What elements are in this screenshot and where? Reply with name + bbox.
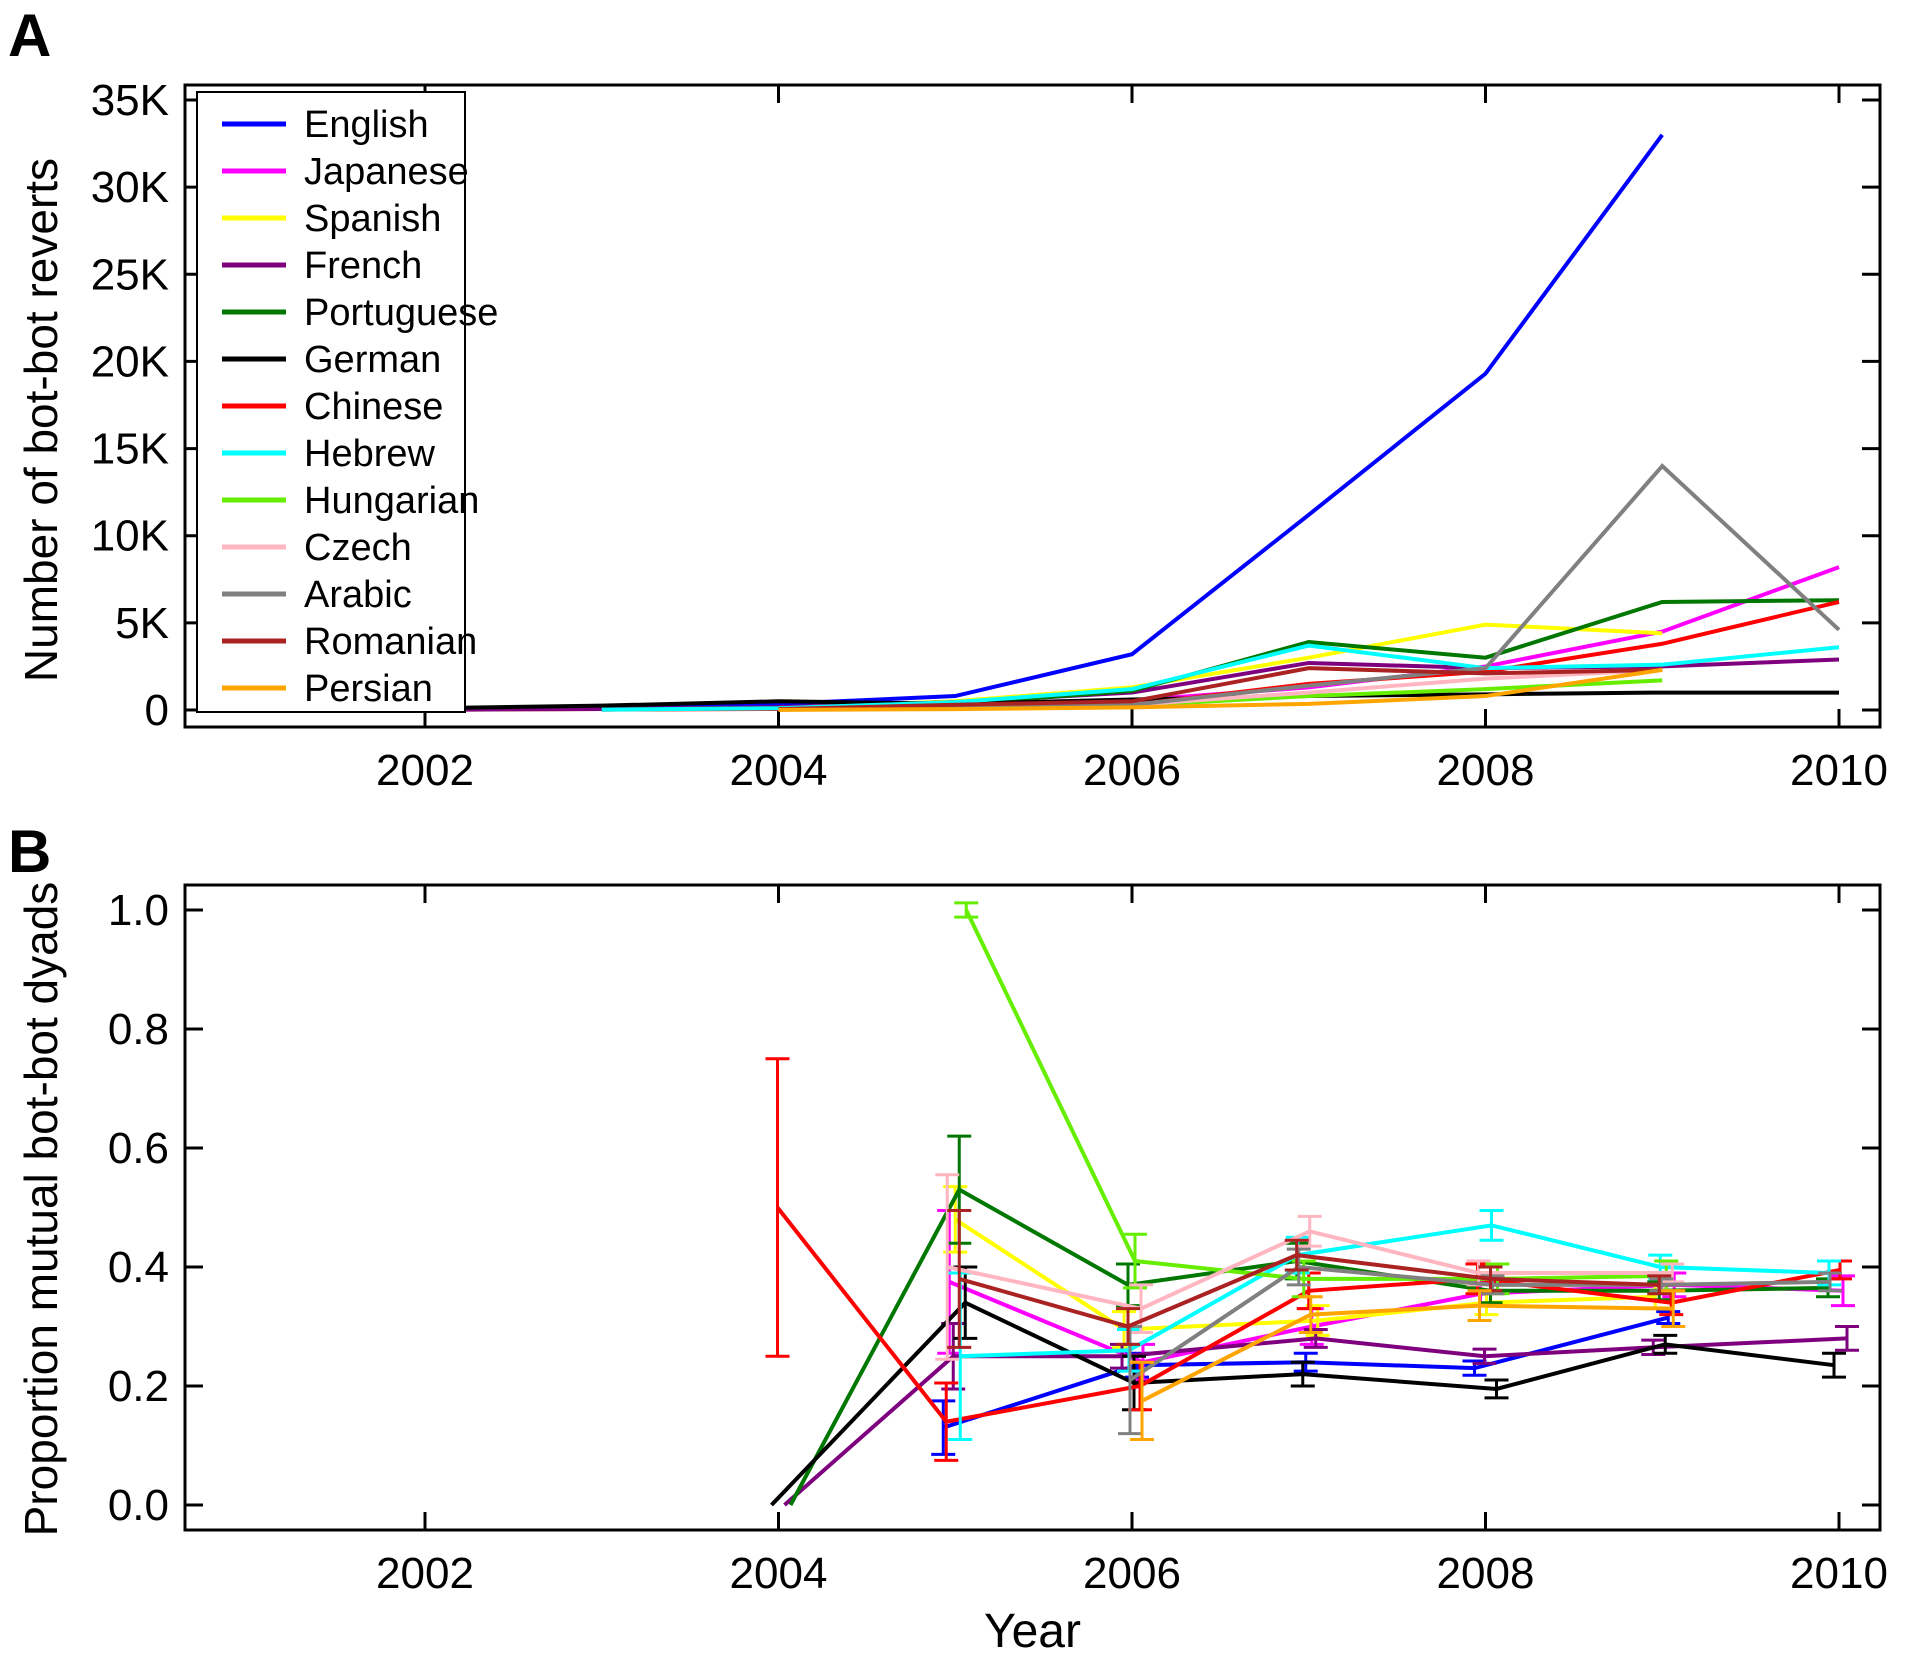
legend-label: Persian: [304, 668, 433, 710]
y-tick-label: 10K: [91, 512, 169, 561]
legend-item-hebrew: Hebrew: [222, 433, 435, 475]
y-tick-label: 0.2: [108, 1362, 169, 1411]
series-line: [1141, 1303, 1674, 1403]
legend-label: Romanian: [304, 621, 477, 663]
panel-b-y-axis: 0.0 0.2 0.4 0.6 0.8 1.0: [108, 886, 1880, 1530]
legend-item-spanish: Spanish: [222, 198, 441, 240]
x-tick-label: 2008: [1437, 1549, 1535, 1598]
legend-label: Hungarian: [304, 480, 479, 522]
x-tick-label: 2008: [1437, 746, 1535, 795]
panel-a-x-axis: 2002 2004 2006 2008 2010: [376, 85, 1888, 795]
panel-b-series-persian: [1130, 1289, 1686, 1442]
x-tick-label: 2004: [730, 1549, 828, 1598]
y-tick-label: 5K: [115, 599, 169, 648]
legend-label: French: [304, 245, 422, 287]
y-tick-label: 1.0: [108, 886, 169, 935]
y-tick-label: 0.8: [108, 1005, 169, 1054]
panel-b: 2002 2004 2006 2008 2010 0.0 0.2 0.4 0.6 0.8 1.0: [108, 883, 1888, 1598]
panel-a-series-arabic: [778, 463, 1841, 712]
legend: English Japanese Spanish French Portuguese Ge…: [196, 91, 498, 713]
legend-item-german: German: [222, 339, 441, 381]
panel-b-series-german: [770, 1265, 1846, 1507]
panel-b-series-hungarian: [954, 901, 1679, 1299]
x-tick-label: 2004: [730, 746, 828, 795]
legend-item-japanese: Japanese: [222, 151, 469, 193]
panel-a-label: A: [8, 2, 52, 69]
legend-label: Portuguese: [304, 292, 498, 334]
series-line: [778, 667, 1663, 712]
legend-label: German: [304, 339, 441, 381]
x-tick-label: 2002: [376, 1549, 474, 1598]
panel-b-label: B: [8, 818, 52, 885]
legend-item-portuguese: Portuguese: [222, 292, 498, 334]
legend-box: [196, 91, 466, 713]
legend-item-hungarian: Hungarian: [222, 480, 479, 522]
legend-label: English: [304, 104, 429, 146]
panel-a: 2002 2004 2006 2008 2010 0 5K 10K 15K 20K 25K 30K 35…: [91, 76, 1888, 795]
panel-a-y-axis: 0 5K 10K 15K 20K 25K 30K 35K: [91, 76, 1880, 735]
legend-label: Spanish: [304, 198, 441, 240]
panel-b-series: [765, 901, 1859, 1507]
y-tick-label: 0.0: [108, 1481, 169, 1530]
x-tick-label: 2006: [1083, 1549, 1181, 1598]
error-bar: [1647, 1274, 1672, 1296]
y-tick-label: 0: [145, 686, 169, 735]
legend-label: Arabic: [304, 574, 412, 616]
series-line: [960, 1223, 1830, 1359]
y-tick-label: 30K: [91, 163, 169, 212]
panel-a-series-romanian: [778, 666, 1663, 712]
y-tick-label: 0.4: [108, 1243, 169, 1292]
series-line: [1128, 1264, 1831, 1382]
legend-item-arabic: Arabic: [222, 574, 412, 616]
series-line: [778, 666, 1663, 712]
legend-label: Chinese: [304, 386, 443, 428]
panel-b-y-axis-title: Proportion mutual bot-bot dyads: [15, 881, 67, 1537]
legend-label: Czech: [304, 527, 412, 569]
y-tick-label: 20K: [91, 337, 169, 386]
error-bar: [947, 1208, 972, 1349]
x-axis-title: Year: [984, 1605, 1081, 1658]
panel-b-series-hebrew: [948, 1208, 1841, 1442]
panel-b-x-axis: 2002 2004 2006 2008 2010: [376, 885, 1888, 1598]
legend-item-persian: Persian: [222, 668, 433, 710]
panel-a-series-japanese: [248, 565, 1840, 712]
series-line: [946, 1229, 1673, 1311]
series-line: [770, 1300, 1835, 1507]
x-tick-label: 2010: [1790, 746, 1888, 795]
series-line: [958, 1253, 1660, 1329]
series-line: [775, 1206, 1841, 1424]
x-tick-label: 2006: [1083, 746, 1181, 795]
legend-item-czech: Czech: [222, 527, 412, 569]
legend-label: Hebrew: [304, 433, 435, 475]
legend-item-french: French: [222, 245, 422, 287]
legend-item-english: English: [222, 104, 429, 146]
panel-a-y-axis-title: Number of bot-bot reverts: [15, 157, 67, 683]
panel-a-frame: [183, 83, 1882, 729]
y-tick-label: 15K: [91, 425, 169, 474]
panel-a-series: [248, 133, 1841, 712]
y-tick-label: 35K: [91, 76, 169, 125]
x-tick-label: 2002: [376, 746, 474, 795]
series-line: [778, 463, 1841, 712]
panel-b-frame: [183, 883, 1882, 1532]
legend-item-romanian: Romanian: [222, 621, 477, 663]
y-tick-label: 25K: [91, 250, 169, 299]
y-tick-label: 0.6: [108, 1124, 169, 1173]
series-line: [964, 909, 1667, 1281]
legend-item-chinese: Chinese: [222, 386, 443, 428]
series-line: [248, 565, 1840, 712]
x-tick-label: 2010: [1790, 1549, 1888, 1598]
panel-a-series-persian: [778, 667, 1663, 712]
legend-label: Japanese: [304, 151, 469, 193]
panel-b-series-romanian: [947, 1208, 1672, 1349]
